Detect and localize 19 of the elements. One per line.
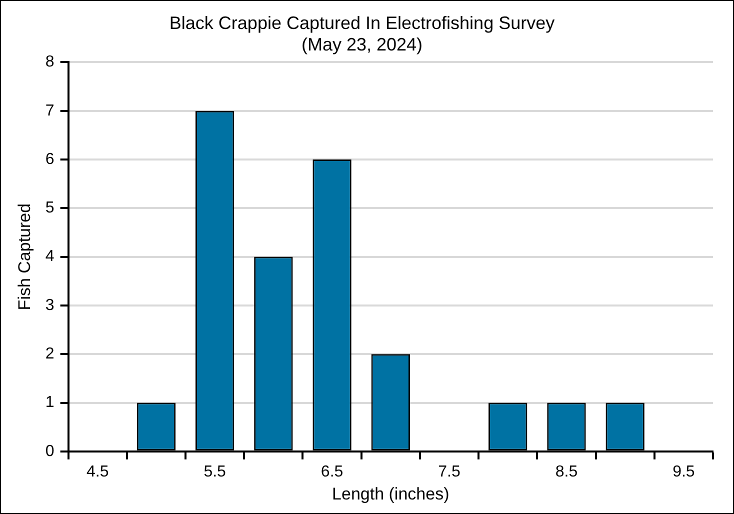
y-tick-label: 1	[45, 394, 54, 412]
x-tick-label: 9.5	[672, 463, 695, 480]
y-tick-label: 7	[45, 102, 54, 120]
chart-title: Black Crappie Captured In Electrofishing Survey	[169, 12, 555, 33]
y-tick-label: 0	[45, 442, 54, 460]
y-tick-label: 4	[45, 248, 54, 266]
chart-subtitle: (May 23, 2024)	[301, 34, 423, 54]
y-tick-label: 8	[45, 54, 54, 71]
y-tick-label: 5	[45, 200, 54, 217]
x-tick-label: 5.5	[204, 463, 226, 480]
x-tick-label: 8.5	[555, 463, 578, 480]
x-axis-title: Length (inches)	[332, 484, 450, 504]
x-tick-label: 4.5	[86, 463, 109, 480]
x-tick-label: 7.5	[438, 463, 460, 480]
y-tick-label: 6	[45, 150, 54, 168]
y-tick-label: 2	[45, 346, 54, 363]
y-axis-title: Fish Captured	[14, 203, 34, 310]
x-tick-label: 6.5	[320, 463, 344, 480]
y-tick-label: 3	[45, 296, 54, 314]
